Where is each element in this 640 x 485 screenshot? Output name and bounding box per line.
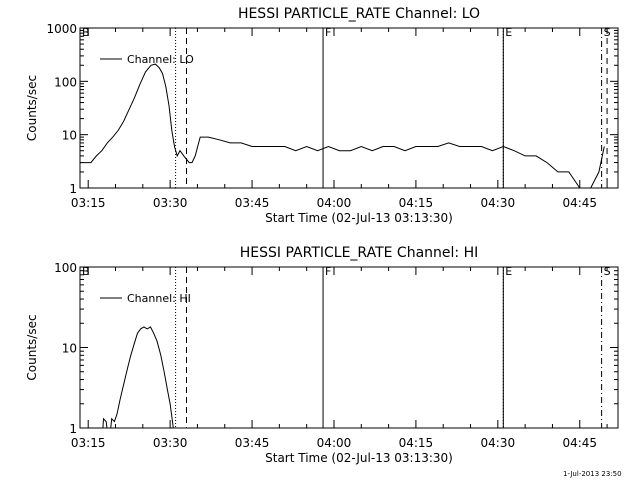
event-marker-label: B: [82, 26, 90, 39]
chart-title: HESSI PARTICLE_RATE Channel: HI: [240, 245, 478, 261]
x-tick-label: 04:15: [399, 436, 434, 450]
x-tick-label: 04:45: [562, 436, 597, 450]
series-line-1: [102, 326, 174, 428]
x-tick-label: 04:30: [481, 196, 516, 210]
y-tick-label: 1: [69, 422, 77, 436]
chart-panel-1: HESSI PARTICLE_RATE Channel: LO 1 10 100 100…: [25, 6, 619, 225]
x-axis-label: Start Time (02-Jul-13 03:13:30): [265, 451, 453, 465]
event-marker-label: S: [604, 265, 611, 278]
event-marker-label: E: [505, 265, 512, 278]
y-axis-label: Counts/sec: [25, 75, 39, 141]
plot-frame: [79, 27, 619, 189]
x-tick-label: 04:00: [317, 436, 352, 450]
chart-title: HESSI PARTICLE_RATE Channel: LO: [238, 6, 480, 22]
x-tick-label: 04:15: [399, 196, 434, 210]
series-line-1: [80, 63, 605, 188]
y-axis-label: Counts/sec: [25, 314, 39, 380]
chart-panel-2: HESSI PARTICLE_RATE Channel: HI 1 10 100 Cou…: [25, 245, 619, 465]
x-tick-label: 03:45: [235, 436, 270, 450]
y-tick-label: 100: [54, 75, 77, 89]
legend-label: Channel: LO: [127, 53, 194, 66]
y-tick-label: 1000: [46, 22, 77, 36]
x-axis-label: Start Time (02-Jul-13 03:13:30): [265, 211, 453, 225]
event-marker-label: B: [82, 265, 90, 278]
x-tick-label: 03:30: [153, 436, 188, 450]
y-tick-label: 10: [62, 342, 77, 356]
chart-footer-timestamp: 1-Jul-2013 23:50: [563, 470, 622, 478]
x-tick-label: 03:15: [71, 196, 106, 210]
event-marker-label: F: [325, 265, 331, 278]
event-marker-label: E: [505, 26, 512, 39]
y-tick-label: 1: [69, 182, 77, 196]
x-tick-label: 03:15: [71, 436, 106, 450]
y-tick-label: 10: [62, 129, 77, 143]
x-tick-label: 04:30: [481, 436, 516, 450]
event-marker-label: F: [325, 26, 331, 39]
x-tick-label: 03:45: [235, 196, 270, 210]
x-tick-label: 03:30: [153, 196, 188, 210]
x-tick-label: 04:00: [317, 196, 352, 210]
legend-label: Channel: HI: [127, 292, 191, 305]
x-tick-label: 04:45: [562, 196, 597, 210]
y-tick-label: 100: [54, 261, 77, 275]
